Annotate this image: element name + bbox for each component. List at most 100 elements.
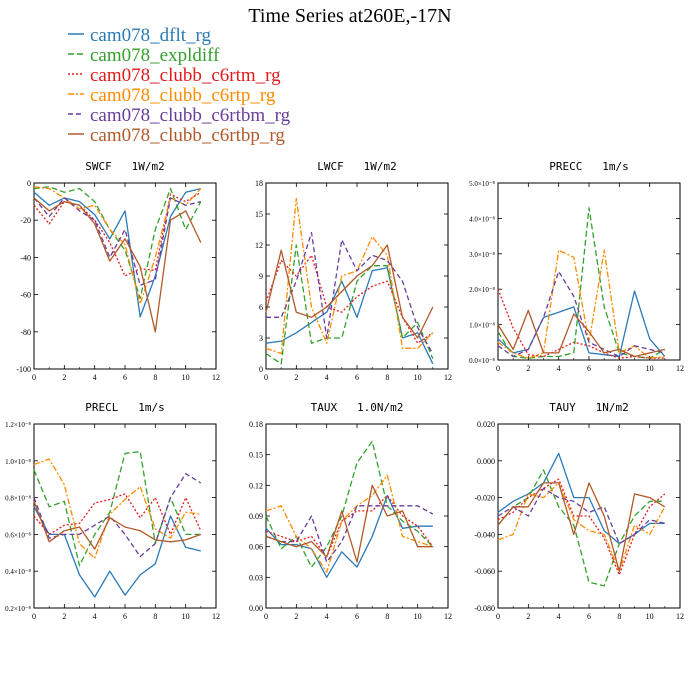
x-tick-label: 10 <box>646 364 654 373</box>
x-tick-label: 12 <box>444 373 452 382</box>
y-tick-label: 0 <box>259 365 263 374</box>
legend-item: cam078_dflt_rg <box>68 25 212 46</box>
y-tick-label: 5.0×10⁻⁸ <box>469 180 495 188</box>
y-tick-label: 0 <box>27 179 31 188</box>
x-tick-label: 0 <box>264 612 268 621</box>
series-line-cam078_clubb_c6rtbm_rg <box>266 231 434 354</box>
y-tick-label: 3.0×10⁻⁸ <box>469 251 495 259</box>
legend-item: cam078_clubb_c6rtm_rg <box>68 65 281 86</box>
x-tick-label: 8 <box>153 373 157 382</box>
y-tick-label: 0.06 <box>249 543 263 552</box>
y-tick-label: 0.2×10⁻⁸ <box>5 605 31 613</box>
y-tick-label: 9 <box>259 272 263 281</box>
series-line-cam078_clubb_c6rtbm_rg <box>497 487 665 545</box>
y-tick-label: 0.020 <box>477 420 495 429</box>
series-line-cam078_clubb_c6rtm_rg <box>497 478 666 576</box>
panel-title: SWCF 1W/m2 <box>85 160 164 173</box>
series-line-cam078_clubb_c6rtbp_rg <box>33 197 202 333</box>
x-tick-label: 6 <box>355 612 359 621</box>
panel-title: LWCF 1W/m2 <box>317 160 396 173</box>
series-line-cam078_clubb_c6rtbp_rg <box>33 501 202 550</box>
plot-frame <box>33 423 217 609</box>
y-tick-label: 2.0×10⁻⁸ <box>469 286 495 294</box>
y-tick-label: 0.0×10⁻⁸ <box>469 357 495 365</box>
chart-panel: PRECC 1m/s 0 2 4 6 8 10 12 0.0×10⁻⁸ 1.0×10⁻⁸ 2.0×1… <box>469 160 684 373</box>
y-tick-label: 1.0×10⁻⁸ <box>5 458 31 466</box>
x-tick-label: 8 <box>617 612 621 621</box>
y-tick-label: -0.060 <box>474 567 495 576</box>
x-tick-label: 6 <box>355 373 359 382</box>
x-tick-label: 8 <box>385 612 389 621</box>
series-line-cam078_dflt_rg <box>33 187 201 318</box>
x-tick-label: 10 <box>414 373 422 382</box>
x-tick-label: 12 <box>444 612 452 621</box>
series-line-cam078_clubb_c6rtp_rg <box>33 186 202 305</box>
x-tick-label: 2 <box>294 612 298 621</box>
x-tick-label: 0 <box>496 364 500 373</box>
y-tick-label: -0.020 <box>474 494 495 503</box>
y-tick-label: 4.0×10⁻⁸ <box>469 215 495 223</box>
panels: SWCF 1W/m2 0 2 4 6 8 10 12 -100 -80 -60 -40 -20 0 LWCF… <box>5 160 684 621</box>
series-line-cam078_clubb_c6rtbp_rg <box>497 309 665 358</box>
y-tick-label: 0.03 <box>249 573 263 582</box>
series-line-cam078_clubb_c6rtp_rg <box>265 474 434 573</box>
series-line-cam078_dflt_rg <box>33 506 201 598</box>
legend-item: cam078_clubb_c6rtbm_rg <box>68 105 291 126</box>
y-tick-label: 12 <box>255 241 263 250</box>
y-tick-label: -20 <box>20 216 31 225</box>
y-tick-label: 15 <box>255 210 263 219</box>
series-line-cam078_clubb_c6rtm_rg <box>33 493 202 536</box>
plot-frame <box>265 423 449 609</box>
x-tick-label: 6 <box>123 373 127 382</box>
legend-item: cam078_clubb_c6rtp_rg <box>68 85 276 106</box>
x-tick-label: 0 <box>496 612 500 621</box>
x-tick-label: 10 <box>182 373 190 382</box>
y-tick-label: -80 <box>20 328 31 337</box>
x-tick-label: 6 <box>587 364 591 373</box>
x-tick-label: 6 <box>587 612 591 621</box>
x-tick-label: 4 <box>557 364 561 373</box>
x-tick-label: 4 <box>93 612 97 621</box>
y-tick-label: 18 <box>255 179 263 188</box>
series-line-cam078_expldiff <box>33 450 201 567</box>
x-tick-label: 10 <box>646 612 654 621</box>
legend-label: cam078_clubb_c6rtm_rg <box>90 65 281 86</box>
figure-title: Time Series at260E,-17N <box>248 5 451 27</box>
series-line-cam078_clubb_c6rtp_rg <box>33 458 201 559</box>
chart-panel: LWCF 1W/m2 0 2 4 6 8 10 12 0 3 6 9 12 15 18 <box>255 160 452 382</box>
legend-label: cam078_dflt_rg <box>90 25 212 46</box>
series-line-cam078_clubb_c6rtm_rg <box>497 288 665 359</box>
series-line-cam078_clubb_c6rtbm_rg <box>33 197 201 286</box>
series-line-cam078_clubb_c6rtbp_rg <box>265 484 433 563</box>
series-line-cam078_dflt_rg <box>265 494 433 578</box>
legend-label: cam078_clubb_c6rtbm_rg <box>90 105 291 126</box>
x-tick-label: 12 <box>676 364 684 373</box>
x-tick-label: 2 <box>62 373 66 382</box>
y-tick-label: 0.18 <box>249 420 263 429</box>
panel-title: TAUX 1.0N/m2 <box>311 401 404 414</box>
series-line-cam078_dflt_rg <box>265 267 434 365</box>
x-tick-label: 2 <box>526 364 530 373</box>
panel-title: TAUY 1N/m2 <box>549 401 628 414</box>
y-tick-label: 0.15 <box>249 451 263 460</box>
y-tick-label: -0.040 <box>474 530 495 539</box>
x-tick-label: 0 <box>32 373 36 382</box>
x-tick-label: 4 <box>325 612 329 621</box>
series-line-cam078_clubb_c6rtbp_rg <box>497 482 666 572</box>
legend-label: cam078_clubb_c6rtp_rg <box>90 85 276 106</box>
y-tick-label: 1.2×10⁻⁸ <box>5 421 31 429</box>
y-tick-label: -100 <box>16 365 31 374</box>
y-tick-label: -40 <box>20 253 31 262</box>
y-tick-label: -60 <box>20 291 31 300</box>
x-tick-label: 4 <box>557 612 561 621</box>
series-line-cam078_expldiff <box>497 207 666 359</box>
y-tick-label: 1.0×10⁻⁸ <box>469 322 495 330</box>
y-tick-label: 0.4×10⁻⁸ <box>5 568 31 576</box>
y-tick-label: -0.080 <box>474 604 495 613</box>
legend-label: cam078_clubb_c6rtbp_rg <box>90 125 285 146</box>
series-line-cam078_clubb_c6rtbm_rg <box>497 270 665 358</box>
chart-panel: PRECL 1m/s 0 2 4 6 8 10 12 0.2×10⁻⁸ 0.4×10⁻⁸ 0.6×1… <box>5 401 220 621</box>
x-tick-label: 12 <box>676 612 684 621</box>
y-tick-label: 0.12 <box>249 481 263 490</box>
